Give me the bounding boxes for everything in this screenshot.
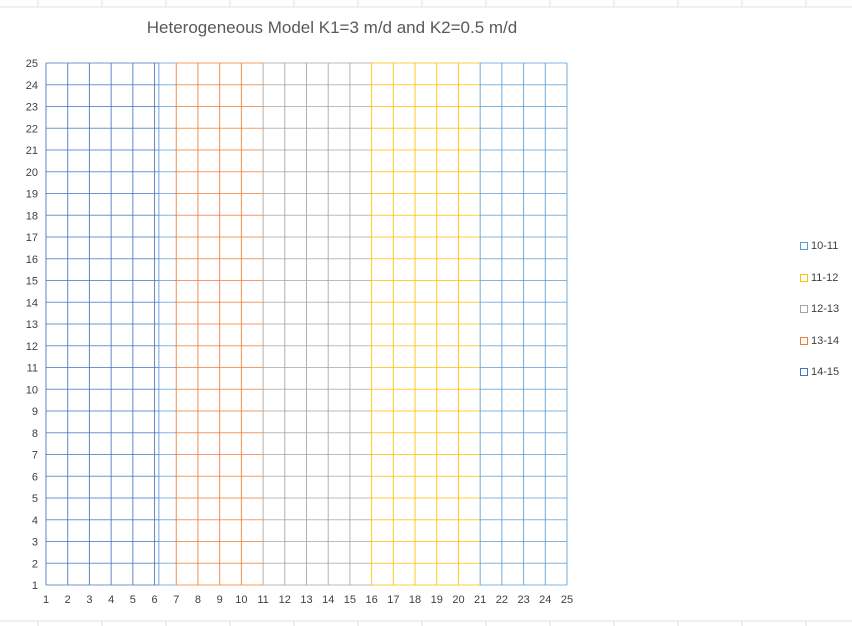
y-tick-label: 2 (32, 558, 38, 570)
y-tick-label: 25 (26, 58, 38, 70)
y-tick-label: 3 (32, 537, 38, 549)
x-tick-label: 13 (300, 594, 312, 606)
x-tick-label: 21 (474, 594, 486, 606)
x-tick-label: 22 (496, 594, 508, 606)
y-tick-label: 6 (32, 471, 38, 483)
x-tick-label: 2 (65, 594, 71, 606)
legend-label: 14-15 (811, 366, 840, 379)
y-tick-label: 22 (26, 123, 38, 135)
x-tick-label: 17 (387, 594, 399, 606)
y-tick-label: 20 (26, 167, 38, 179)
x-tick-label: 25 (561, 594, 573, 606)
y-tick-label: 15 (26, 276, 38, 288)
y-tick-label: 10 (26, 384, 38, 396)
y-tick-label: 23 (26, 102, 38, 114)
y-tick-label: 11 (27, 363, 38, 375)
chart-legend: 10-11 11-12 12-13 13-14 14-15 (800, 238, 839, 396)
legend-item: 13-14 (800, 333, 839, 349)
x-tick-label: 3 (86, 594, 92, 606)
y-tick-label: 14 (26, 297, 38, 309)
y-tick-label: 24 (26, 80, 38, 92)
x-tick-label: 14 (322, 594, 334, 606)
legend-item: 12-13 (800, 301, 839, 317)
legend-swatch (800, 273, 808, 282)
x-tick-label: 15 (344, 594, 356, 606)
x-tick-label: 8 (195, 594, 201, 606)
x-tick-label: 7 (173, 594, 179, 606)
x-tick-label: 20 (452, 594, 464, 606)
legend-label: 11-12 (811, 271, 839, 284)
x-tick-label: 10 (235, 594, 247, 606)
x-tick-label: 1 (43, 594, 49, 606)
y-tick-label: 5 (32, 493, 38, 505)
y-tick-label: 17 (26, 232, 38, 244)
x-tick-label: 12 (279, 594, 291, 606)
y-tick-label: 7 (32, 450, 38, 462)
legend-label: 12-13 (811, 303, 840, 316)
y-tick-label: 12 (26, 341, 38, 353)
chart-title: Heterogeneous Model K1=3 m/d and K2=0.5 … (146, 18, 518, 37)
legend-label: 10-11 (811, 240, 839, 252)
x-tick-label: 11 (257, 594, 268, 606)
legend-item: 14-15 (800, 364, 839, 380)
x-tick-label: 9 (217, 594, 223, 606)
y-tick-label: 4 (32, 515, 38, 527)
legend-label: 13-14 (811, 334, 840, 347)
y-tick-label: 13 (26, 319, 38, 331)
legend-swatch (800, 305, 808, 314)
legend-item: 10-11 (800, 238, 839, 254)
legend-item: 11-12 (800, 270, 839, 286)
x-tick-label: 16 (366, 594, 378, 606)
x-tick-label: 6 (151, 594, 157, 606)
x-tick-label: 24 (539, 594, 551, 606)
legend-swatch (800, 368, 808, 377)
x-tick-label: 5 (130, 594, 136, 606)
y-tick-label: 18 (26, 210, 38, 222)
y-tick-label: 9 (32, 406, 38, 418)
x-tick-label: 4 (108, 594, 114, 606)
legend-swatch (800, 336, 808, 345)
y-tick-label: 16 (26, 254, 38, 266)
y-tick-label: 21 (26, 145, 38, 157)
y-tick-label: 19 (26, 189, 38, 201)
x-tick-label: 18 (409, 594, 421, 606)
x-tick-label: 23 (517, 594, 529, 606)
x-tick-label: 19 (431, 594, 443, 606)
y-tick-label: 8 (32, 428, 38, 440)
legend-swatch (800, 242, 808, 250)
y-tick-label: 1 (32, 580, 38, 592)
